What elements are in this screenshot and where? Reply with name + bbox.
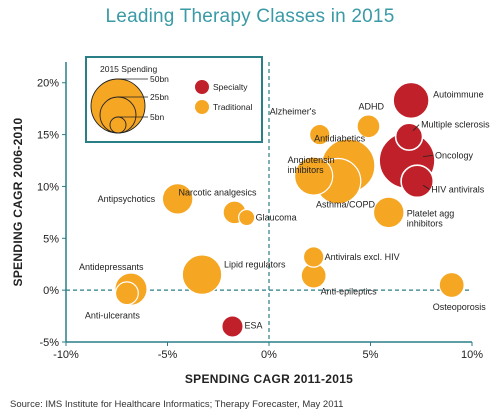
y-axis-title: SPENDING CAGR 2006-2010 bbox=[11, 117, 25, 286]
legend-size-label: 25bn bbox=[150, 92, 169, 102]
label-adhd: ADHD bbox=[358, 101, 384, 111]
label-multiple-sclerosis: Multiple sclerosis bbox=[421, 120, 490, 130]
x-tick-label: -5% bbox=[158, 349, 178, 361]
y-tick-label: 20% bbox=[37, 78, 59, 90]
bubble-angiotensin-inhibitors bbox=[294, 156, 334, 196]
label-alzheimer-s: Alzheimer's bbox=[270, 107, 317, 117]
bubble-labels: Autoimmune Multiple sclerosis Oncology HIV … bbox=[79, 89, 490, 330]
label-antipsychotics: Antipsychotics bbox=[98, 194, 156, 204]
label-hiv-antivirals: HIV antivirals bbox=[431, 184, 485, 194]
label-anti-ulcerants: Anti-ulcerants bbox=[85, 310, 141, 320]
x-tick-label: 5% bbox=[363, 349, 379, 361]
legend-label-traditional: Traditional bbox=[213, 102, 252, 112]
source-note: Source: IMS Institute for Healthcare Inf… bbox=[10, 399, 344, 410]
label-narcotic-analgesics: Narcotic analgesics bbox=[178, 187, 257, 197]
x-tick-label: 0% bbox=[261, 349, 277, 361]
leader-line bbox=[422, 184, 430, 190]
label-asthma-copd: Asthma/COPD bbox=[316, 199, 376, 209]
label-antivirals-excl-hiv: Antivirals excl. HIV bbox=[325, 252, 400, 262]
legend-size-label: 5bn bbox=[150, 112, 164, 122]
x-tick-label: -10% bbox=[53, 349, 79, 361]
bubble-hiv-antivirals bbox=[400, 164, 435, 199]
label-esa: ESA bbox=[244, 320, 262, 330]
leader-line bbox=[423, 155, 434, 157]
axes: -5%0%5%10%15%20%-10% -5% 0% 5% 10%SPENDING C… bbox=[11, 62, 483, 386]
label-autoimmune: Autoimmune bbox=[433, 89, 484, 99]
label-anti-epileptics: Anti-epileptics bbox=[321, 287, 378, 297]
y-tick-label: 5% bbox=[43, 233, 59, 245]
x-tick-label: 10% bbox=[461, 349, 483, 361]
y-tick-label: 15% bbox=[37, 130, 59, 142]
legend-size-title: 2015 Spending bbox=[100, 64, 157, 74]
label-osteoporosis: Osteoporosis bbox=[433, 302, 487, 312]
bubble-multiple-sclerosis bbox=[394, 122, 424, 151]
bubble-anti-ulcerants bbox=[114, 281, 139, 306]
bubble-platelet-agg-inhibitors bbox=[372, 196, 405, 229]
bubble-alzheimer-s bbox=[308, 123, 331, 146]
label-lipid-regulators: Lipid regulators bbox=[224, 260, 286, 270]
bubbles bbox=[114, 81, 465, 339]
legend-label-specialty: Specialty bbox=[213, 82, 248, 92]
bubble-lipid-regulators bbox=[181, 254, 223, 295]
legend-size-label: 50bn bbox=[150, 74, 169, 84]
label-glaucoma: Glaucoma bbox=[256, 213, 297, 223]
legend-swatch-specialty bbox=[195, 80, 209, 94]
y-tick-label: -5% bbox=[39, 337, 59, 349]
bubble-antipsychotics bbox=[161, 183, 194, 215]
chart-title: Leading Therapy Classes in 2015 bbox=[105, 6, 395, 27]
x-axis-title: SPENDING CAGR 2011-2015 bbox=[185, 372, 353, 386]
bubble-osteoporosis bbox=[438, 271, 465, 299]
bubble-antivirals-excl-hiv bbox=[302, 246, 325, 268]
y-tick-label: 0% bbox=[43, 285, 59, 297]
label-angiotensin-inhibitors: Angiotensin inhibitors bbox=[288, 155, 335, 175]
label-antidepressants: Antidepressants bbox=[79, 262, 144, 272]
bubble-esa bbox=[220, 314, 245, 339]
label-oncology: Oncology bbox=[435, 151, 474, 161]
leader-line bbox=[412, 124, 420, 131]
label-antidiabetics: Antidiabetics bbox=[314, 134, 366, 144]
bubble-autoimmune bbox=[392, 81, 430, 120]
y-tick-label: 10% bbox=[37, 181, 59, 193]
bubble-adhd bbox=[356, 114, 381, 139]
legend-swatch-traditional bbox=[195, 100, 209, 114]
bubble-glaucoma bbox=[238, 208, 256, 227]
label-platelet-agg-inhibitors: Platelet agg inhibitors bbox=[407, 208, 455, 228]
legend-size-circle-50bn bbox=[90, 78, 146, 134]
